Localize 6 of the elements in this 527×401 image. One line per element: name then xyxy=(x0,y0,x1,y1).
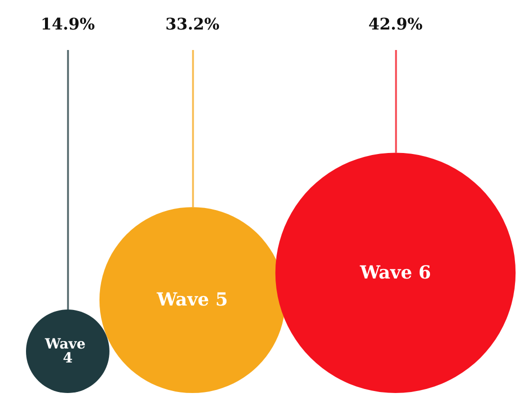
category-label: Wave 6 xyxy=(358,262,431,284)
data-label: 14.9% xyxy=(40,14,95,34)
category-label: Wave 5 xyxy=(156,290,228,311)
category-label: Wave 4 xyxy=(44,336,90,366)
data-label: 33.2% xyxy=(165,14,220,34)
data-label: 42.9% xyxy=(368,14,423,34)
